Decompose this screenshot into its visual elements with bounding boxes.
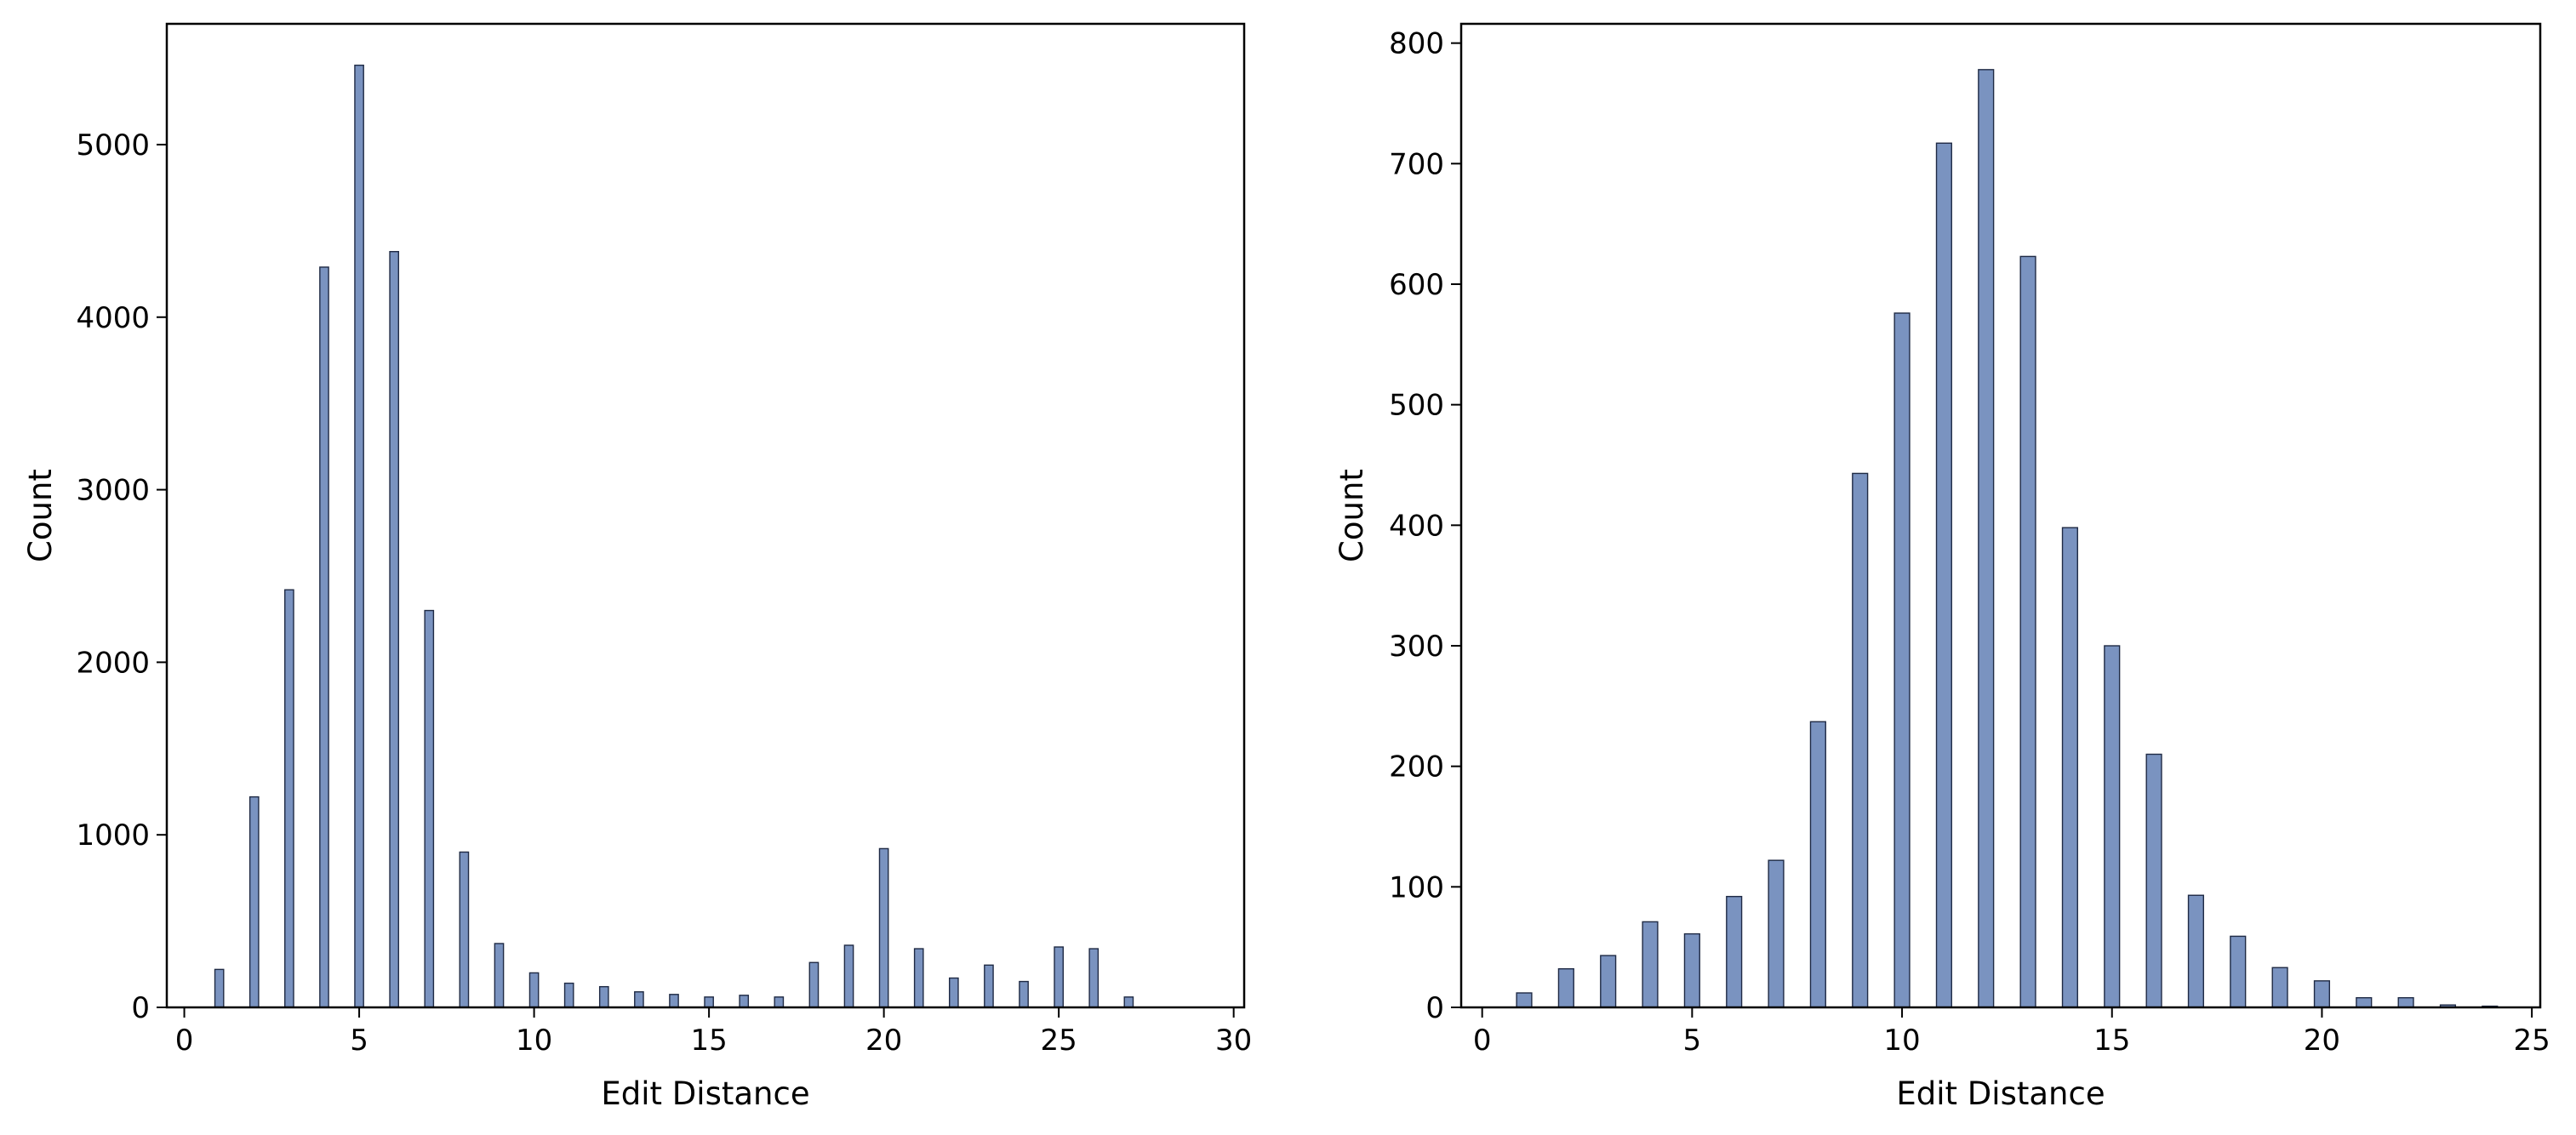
right-bar-17 [2187,894,2205,1008]
right-y-tick-label-200: 200 [1389,750,1444,784]
left-y-tick-label-5000: 5000 [76,128,150,163]
right-bar-4 [1642,921,1659,1008]
left-bar-23 [984,964,994,1008]
right-bar-1 [1516,992,1533,1008]
left-bar-18 [808,961,820,1008]
left-y-ticks: 0 1000 2000 3000 4000 5000 [76,128,167,1025]
left-x-tick-label-0: 0 [175,1024,194,1058]
right-y-tick-label-800: 800 [1389,27,1444,61]
right-y-axis-label: Count [1334,469,1370,562]
right-x-tick-label-10: 10 [1883,1024,1920,1058]
left-bar-14 [669,994,679,1008]
right-x-ticks: 0 5 10 15 20 25 [1473,1007,2550,1058]
right-bar-15 [2104,645,2121,1008]
left-bar-9 [494,943,505,1008]
right-bar-21 [2356,996,2373,1008]
right-y-tick-label-0: 0 [1425,991,1444,1025]
left-bar-6 [389,251,400,1008]
left-bar-16 [739,995,750,1008]
left-plot-frame [165,22,1246,1009]
left-bar-24 [1019,980,1029,1008]
left-histogram-bars [214,64,1134,1008]
right-y-tick-label-400: 400 [1389,509,1444,543]
right-bar-22 [2397,996,2414,1008]
left-bar-3 [284,589,294,1008]
right-x-tick-label-15: 15 [2093,1024,2130,1058]
right-y-tick-label-600: 600 [1389,268,1444,302]
left-bar-10 [528,972,540,1008]
right-bar-11 [1935,142,1952,1008]
left-bar-20 [878,847,889,1008]
right-x-tick-label-25: 25 [2513,1024,2550,1058]
left-y-tick-label-1000: 1000 [76,818,150,853]
left-bar-4 [319,266,329,1008]
right-bar-20 [2313,980,2331,1008]
left-bar-13 [634,991,644,1008]
right-bar-12 [1978,69,1995,1008]
left-x-tick-label-25: 25 [1041,1024,1077,1058]
left-y-tick-label-4000: 4000 [76,301,150,335]
right-bar-18 [2230,935,2247,1008]
right-plot-frame [1459,22,2542,1009]
left-bar-11 [563,982,574,1008]
right-bar-7 [1768,859,1785,1008]
left-y-tick-label-2000: 2000 [76,646,150,680]
right-bar-16 [2145,753,2162,1008]
left-x-axis-label: Edit Distance [601,1075,809,1112]
left-bar-2 [248,796,260,1008]
right-y-tick-label-100: 100 [1389,870,1444,904]
left-x-tick-label-20: 20 [865,1024,902,1058]
left-bar-1 [214,968,225,1008]
left-bar-25 [1054,946,1064,1008]
right-bar-13 [2019,255,2036,1008]
left-bar-21 [913,948,924,1008]
right-x-axis-label: Edit Distance [1896,1075,2105,1112]
left-bar-27 [1123,996,1134,1008]
left-bar-17 [774,996,785,1008]
left-bar-22 [948,977,959,1008]
left-bar-7 [424,609,435,1008]
right-bar-19 [2271,967,2288,1008]
right-bar-3 [1600,955,1617,1008]
left-y-tick-label-0: 0 [131,991,150,1025]
left-bar-26 [1088,948,1100,1008]
right-histogram-panel: 0 5 10 15 20 25 0 100 200 300 400 500 600 700 800 Edi… [1334,22,2550,1112]
right-x-tick-label-0: 0 [1473,1024,1492,1058]
left-histogram-panel: 0 5 10 15 20 25 30 0 1000 2000 3000 4000 5000 Edit … [22,22,1252,1112]
left-x-tick-label-30: 30 [1215,1024,1252,1058]
left-bar-15 [704,996,714,1008]
right-bar-9 [1852,472,1869,1008]
left-bar-12 [598,985,609,1008]
left-x-ticks: 0 5 10 15 20 25 30 [175,1007,1252,1058]
left-x-tick-label-5: 5 [350,1024,368,1058]
left-bar-8 [459,851,470,1008]
right-y-tick-label-300: 300 [1389,630,1444,664]
right-x-tick-label-5: 5 [1683,1024,1702,1058]
right-y-tick-label-500: 500 [1389,389,1444,423]
right-bar-5 [1683,933,1700,1008]
right-bar-8 [1809,721,1826,1008]
left-bar-5 [354,64,364,1008]
left-y-axis-label: Count [22,469,59,562]
left-bar-19 [843,944,854,1008]
right-bar-10 [1893,312,1911,1008]
left-x-tick-label-15: 15 [690,1024,727,1058]
right-histogram-bars [1516,69,2499,1008]
left-y-tick-label-3000: 3000 [76,474,150,508]
right-y-ticks: 0 100 200 300 400 500 600 700 800 [1389,27,1461,1025]
right-y-tick-label-700: 700 [1389,147,1444,181]
right-bar-6 [1726,895,1743,1008]
right-x-tick-label-20: 20 [2304,1024,2340,1058]
right-bar-14 [2061,527,2078,1008]
right-bar-2 [1557,967,1574,1008]
left-x-tick-label-10: 10 [516,1024,552,1058]
